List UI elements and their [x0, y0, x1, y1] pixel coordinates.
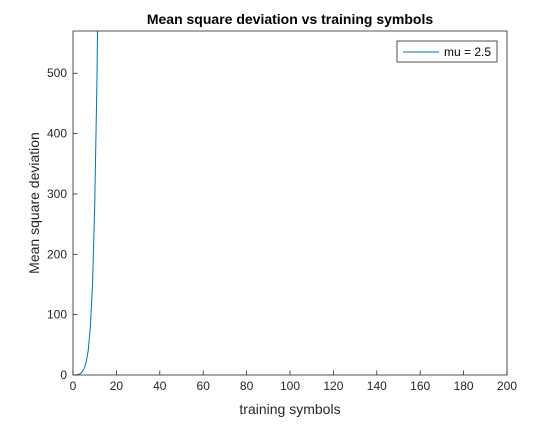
legend-box — [396, 40, 498, 63]
x-tick-label: 40 — [153, 379, 167, 393]
x-axis-label: training symbols — [239, 401, 340, 417]
x-tick-label: 180 — [454, 379, 474, 393]
x-tick-label: 20 — [110, 379, 124, 393]
legend: mu = 2.5 — [396, 40, 498, 63]
x-tick-label: 160 — [410, 379, 430, 393]
y-tick-label: 200 — [47, 247, 67, 261]
y-tick-label: 100 — [47, 308, 67, 322]
series-line-mu-2-5 — [75, 30, 99, 376]
x-tick-label: 140 — [367, 379, 387, 393]
legend-label-mu-2-5: mu = 2.5 — [444, 45, 491, 59]
y-tick-label: 0 — [60, 368, 67, 382]
y-axis-label: Mean square deviation — [26, 132, 42, 274]
series-layer — [75, 30, 99, 376]
x-tick-label: 100 — [280, 379, 300, 393]
x-tick-label: 0 — [70, 379, 77, 393]
x-tick-label: 60 — [197, 379, 211, 393]
ticks-layer: 0 20 40 60 80 100 120 140 160 180 200 0 100 200 300 400… — [47, 66, 517, 393]
plot-area-border — [72, 30, 508, 376]
y-tick-label: 500 — [47, 66, 67, 80]
x-tick-label: 80 — [240, 379, 254, 393]
x-tick-label: 200 — [497, 379, 517, 393]
y-tick-label: 300 — [47, 187, 67, 201]
y-tick-label: 400 — [47, 127, 67, 141]
chart-title: Mean square deviation vs training symbol… — [147, 11, 434, 27]
plot-area-background — [73, 31, 507, 375]
x-tick-label: 120 — [323, 379, 343, 393]
